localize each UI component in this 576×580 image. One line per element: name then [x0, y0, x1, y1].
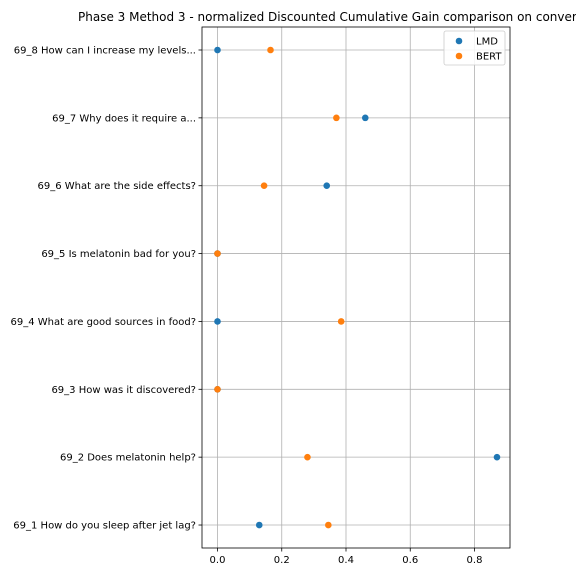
data-point-lmd: [493, 453, 501, 461]
data-point-lmd: [214, 46, 221, 54]
grid-layer: [202, 27, 510, 548]
point-layer: [214, 46, 501, 529]
data-point-lmd: [214, 318, 221, 325]
x-tick-label: 0.0: [210, 555, 226, 566]
plot-frame: [201, 26, 511, 549]
x-tick-label: 0.4: [338, 555, 354, 566]
data-point-lmd: [255, 521, 263, 529]
category-label: 69_4 What are good sources in food?: [11, 317, 196, 328]
data-point-bert: [304, 453, 311, 461]
data-point-bert: [337, 318, 345, 325]
legend-label-lmd: LMD: [476, 37, 498, 48]
data-point-bert: [333, 114, 340, 122]
category-label: 69_8 How can I increase my levels...: [14, 46, 196, 57]
category-label: 69_6 What are the side effects?: [38, 181, 196, 192]
category-label: 69_3 How was it discovered?: [51, 385, 196, 396]
x-tick-label: 0.8: [467, 555, 483, 566]
category-label: 69_1 How do you sleep after jet lag?: [13, 521, 196, 532]
data-point-bert: [214, 250, 221, 257]
category-label: 69_5 Is melatonin bad for you?: [41, 249, 196, 260]
legend-marker-lmd: [455, 37, 463, 45]
category-label: 69_7 Why does it require a...: [52, 113, 196, 124]
data-point-bert: [260, 182, 268, 190]
tick-layer: 0.0 0.2 0.4 0.6 0.8 69_8 How can I increase m…: [11, 46, 483, 567]
data-point-bert: [267, 46, 274, 54]
data-point-bert: [325, 521, 332, 529]
chart-title: Phase 3 Method 3 - normalized Discounted…: [78, 10, 576, 24]
data-point-bert: [214, 386, 221, 393]
legend-marker-bert: [455, 52, 463, 60]
legend-label-bert: BERT: [476, 52, 502, 63]
category-label: 69_2 Does melatonin help?: [60, 453, 196, 464]
data-point-lmd: [323, 182, 331, 190]
x-tick-label: 0.2: [274, 555, 290, 566]
data-point-lmd: [361, 114, 369, 122]
x-tick-label: 0.6: [402, 555, 418, 566]
legend: LMD BERT: [443, 30, 506, 66]
